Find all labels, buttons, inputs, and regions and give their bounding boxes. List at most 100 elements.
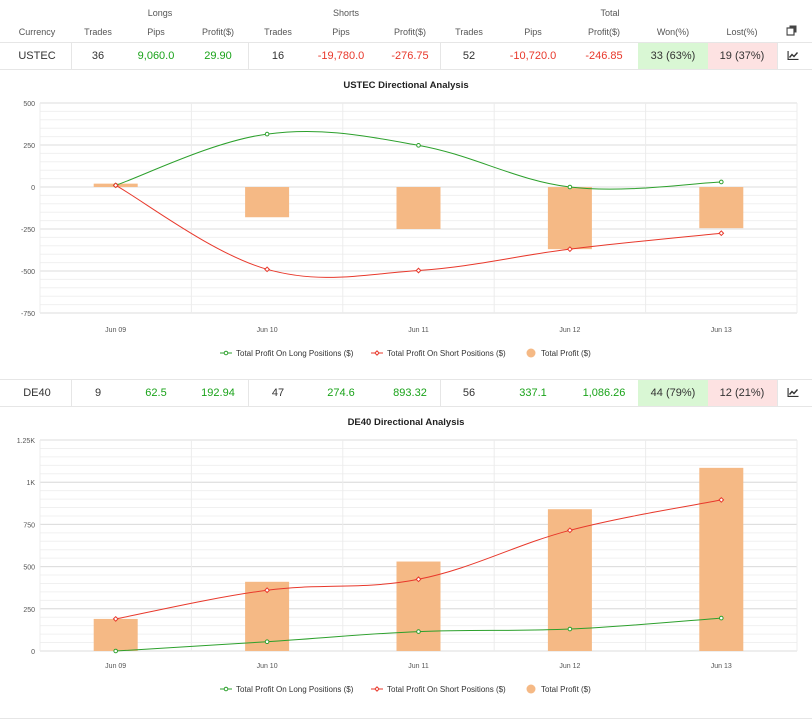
group-shorts: Shorts	[332, 8, 360, 18]
total-profit-bar	[396, 187, 441, 229]
long-trades-cell: 9	[94, 387, 102, 399]
long-profit-point	[567, 626, 573, 632]
col-total-profit: Profit($)	[587, 27, 621, 37]
long-pips-cell: 9,060.0	[137, 50, 175, 62]
y-tick-label: -500	[21, 269, 35, 276]
x-tick-label: Jun 11	[408, 663, 429, 670]
long-profit-point	[264, 131, 270, 137]
total-pips-cell: 337.1	[519, 387, 547, 399]
y-tick-label: 0	[31, 649, 35, 656]
chart-title: DE40 Directional Analysis	[348, 417, 465, 428]
de40-chart-panel: DE40 Directional Analysis 1.25K 1K 750 500 25…	[0, 406, 812, 719]
total-profit-bar	[547, 187, 592, 250]
long-profit-line	[115, 130, 722, 190]
short-profit-point	[566, 527, 573, 534]
y-tick-label: 500	[23, 565, 35, 572]
total-profit-bar	[699, 187, 744, 229]
long-profit-cell: 29.90	[204, 50, 232, 62]
y-tick-label: 1.25K	[17, 438, 36, 445]
long-pips-cell: 62.5	[145, 387, 167, 399]
y-tick-label: 0	[31, 185, 35, 192]
y-tick-label: 250	[23, 607, 35, 614]
chart-icon[interactable]	[787, 51, 799, 63]
total-trades-cell: 52	[462, 50, 476, 62]
cell-divider	[71, 380, 72, 406]
legend-marker	[223, 350, 229, 356]
long-profit-point	[719, 615, 724, 621]
lost-cell: 19 (37%)	[719, 50, 765, 62]
legend-label: Total Profit ($)	[541, 685, 591, 694]
total-profit-cell: 1,086.26	[582, 387, 626, 399]
col-long-profit: Profit($)	[201, 27, 235, 37]
short-trades-cell: 47	[271, 387, 285, 399]
short-profit-point	[415, 267, 422, 274]
x-tick-label: Jun 10	[257, 663, 278, 670]
x-tick-label: Jun 11	[408, 327, 429, 334]
cell-divider	[71, 43, 72, 69]
total-profit-bar	[396, 561, 441, 651]
short-profit-point	[415, 576, 422, 583]
col-long-pips: Pips	[147, 27, 165, 37]
y-tick-label: -250	[21, 227, 35, 234]
short-pips-cell: 274.6	[327, 387, 355, 399]
de40-directional-chart: DE40 Directional Analysis 1.25K 1K 750 500 25…	[17, 417, 798, 694]
long-profit-point	[416, 143, 421, 148]
total-profit-bar	[699, 467, 744, 651]
long-profit-point	[567, 184, 573, 190]
y-tick-label: 750	[23, 522, 35, 529]
cell-divider	[440, 43, 441, 69]
short-profit-cell: -276.75	[391, 50, 429, 62]
total-trades-cell: 56	[462, 387, 476, 399]
total-pips-cell: -10,720.0	[509, 50, 557, 62]
short-pips-cell: -19,780.0	[317, 50, 365, 62]
col-total-trades: Trades	[455, 27, 483, 37]
lost-cell: 12 (21%)	[719, 387, 765, 399]
y-tick-label: 250	[23, 143, 35, 150]
ustec-directional-chart: USTEC Directional Analysis 500 250 0 -250 -50…	[21, 80, 798, 358]
legend-label: Total Profit On Long Positions ($)	[236, 349, 354, 358]
cell-divider	[440, 380, 441, 406]
col-won: Won(%)	[656, 27, 690, 37]
legend-marker	[374, 686, 380, 692]
currency-cell: DE40	[23, 387, 51, 399]
long-profit-cell: 192.94	[201, 387, 235, 399]
table-header: Longs Shorts Total Currency Trades Pips …	[0, 0, 812, 42]
short-profit-point	[566, 246, 573, 253]
col-short-pips: Pips	[332, 27, 350, 37]
total-profit-bar	[93, 618, 138, 651]
chart-icon[interactable]	[787, 388, 799, 400]
x-tick-label: Jun 13	[711, 663, 732, 670]
col-currency: Currency	[18, 27, 56, 37]
long-trades-cell: 36	[91, 50, 105, 62]
legend-label: Total Profit ($)	[541, 349, 591, 358]
legend-label: Total Profit On Short Positions ($)	[387, 685, 506, 694]
col-long-trades: Trades	[84, 27, 112, 37]
short-profit-point	[718, 230, 725, 237]
legend-marker	[374, 350, 380, 356]
total-profit-bar	[245, 187, 290, 218]
long-profit-point	[719, 179, 724, 185]
short-trades-cell: 16	[271, 50, 285, 62]
short-profit-cell: 893.32	[393, 387, 427, 399]
long-profit-point	[113, 648, 118, 654]
lost-highlight	[708, 380, 777, 406]
long-profit-point	[416, 629, 421, 634]
copy-icon[interactable]	[786, 25, 798, 39]
group-longs: Longs	[147, 8, 173, 18]
legend-label: Total Profit On Long Positions ($)	[236, 685, 354, 694]
short-profit-point	[112, 182, 119, 189]
table-row: DE40 9 62.5 192.94 47 274.6 893.32 56 33…	[0, 379, 812, 407]
legend-total-swatch	[526, 684, 536, 694]
legend-total-swatch	[526, 348, 536, 358]
x-tick-label: Jun 12	[559, 663, 580, 670]
won-highlight	[638, 380, 708, 406]
col-short-profit: Profit($)	[393, 27, 427, 37]
x-tick-label: Jun 13	[711, 327, 732, 334]
y-tick-label: 1K	[26, 480, 35, 487]
cell-divider	[777, 380, 778, 406]
cell-divider	[248, 43, 249, 69]
cell-divider	[777, 43, 778, 69]
x-tick-label: Jun 09	[105, 327, 126, 334]
short-profit-point	[264, 266, 271, 273]
lost-highlight	[708, 43, 777, 69]
